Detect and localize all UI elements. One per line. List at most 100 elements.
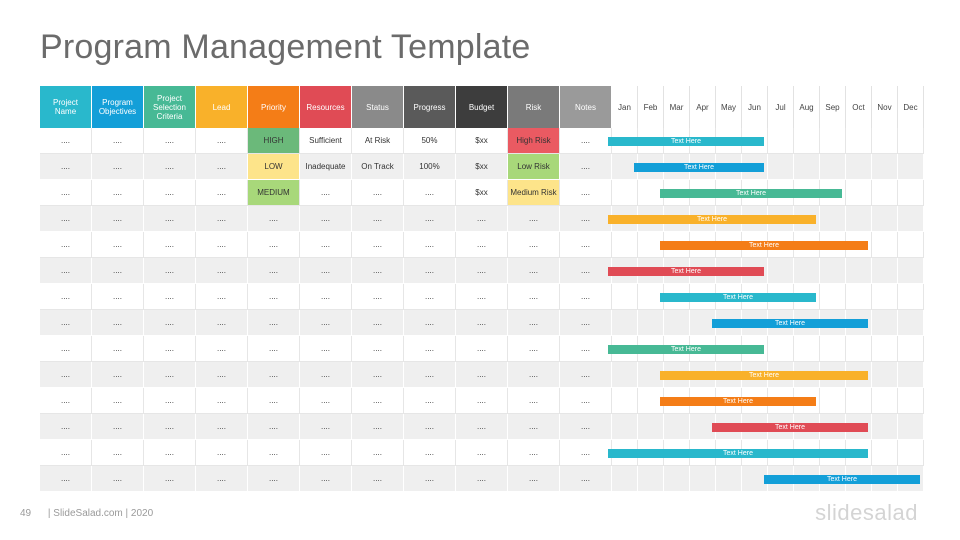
table-cell: .... <box>352 258 404 284</box>
timeline-cell <box>846 258 872 284</box>
table-cell: .... <box>92 336 144 362</box>
timeline-cell <box>742 466 768 492</box>
column-header: Risk <box>508 86 560 128</box>
table-cell: .... <box>248 206 300 232</box>
timeline-cell <box>872 284 898 310</box>
table-cell: Inadequate <box>300 154 352 180</box>
table-cell: .... <box>92 206 144 232</box>
table-cell: .... <box>404 284 456 310</box>
table-cell: .... <box>196 336 248 362</box>
table-cell: .... <box>560 232 612 258</box>
timeline-cell <box>612 388 638 414</box>
table-cell: .... <box>560 128 612 154</box>
table-cell: .... <box>144 388 196 414</box>
timeline-cell <box>742 206 768 232</box>
table-cell: .... <box>352 336 404 362</box>
table-cell: .... <box>508 362 560 388</box>
timeline-cell <box>768 388 794 414</box>
column-header: Program Objectives <box>92 86 144 128</box>
timeline-cell <box>664 310 690 336</box>
timeline-cell <box>846 336 872 362</box>
table-cell: .... <box>300 258 352 284</box>
table-cell: .... <box>196 440 248 466</box>
table-cell: .... <box>300 466 352 492</box>
timeline-cell <box>820 180 846 206</box>
column-header: Notes <box>560 86 612 128</box>
month-header: Aug <box>794 86 820 128</box>
column-header: Project Selection Criteria <box>144 86 196 128</box>
timeline-cell <box>690 362 716 388</box>
table-cell: .... <box>144 336 196 362</box>
table-cell: .... <box>456 336 508 362</box>
table-cell: .... <box>144 310 196 336</box>
timeline-cell <box>638 388 664 414</box>
timeline-cell <box>638 362 664 388</box>
timeline-cell <box>664 258 690 284</box>
table-cell: .... <box>248 466 300 492</box>
timeline-cell <box>872 388 898 414</box>
table-cell: .... <box>248 388 300 414</box>
month-header: Jul <box>768 86 794 128</box>
table-cell: .... <box>196 310 248 336</box>
table-cell: .... <box>456 414 508 440</box>
timeline-cell <box>794 414 820 440</box>
table-cell: .... <box>144 128 196 154</box>
timeline-cell <box>846 310 872 336</box>
table-cell: .... <box>196 388 248 414</box>
timeline-cell <box>742 336 768 362</box>
timeline-cell <box>664 154 690 180</box>
table-cell: .... <box>144 362 196 388</box>
table-cell: .... <box>40 388 92 414</box>
timeline-cell <box>794 206 820 232</box>
table-cell: .... <box>248 440 300 466</box>
priority-badge: LOW <box>248 154 300 180</box>
table-cell: .... <box>560 440 612 466</box>
table-cell: .... <box>300 440 352 466</box>
timeline-cell <box>612 310 638 336</box>
timeline-cell <box>846 466 872 492</box>
timeline-cell <box>690 388 716 414</box>
timeline-cell <box>742 310 768 336</box>
timeline-cell <box>664 362 690 388</box>
table-cell: .... <box>404 206 456 232</box>
table-cell: .... <box>352 232 404 258</box>
timeline-cell <box>742 232 768 258</box>
timeline-cell <box>690 310 716 336</box>
table-cell: .... <box>144 414 196 440</box>
timeline-cell <box>820 336 846 362</box>
timeline-cell <box>820 310 846 336</box>
timeline-cell <box>768 440 794 466</box>
timeline-cell <box>846 128 872 154</box>
timeline-cell <box>638 440 664 466</box>
table-cell: .... <box>508 466 560 492</box>
column-header: Lead <box>196 86 248 128</box>
timeline-cell <box>820 258 846 284</box>
table-cell: .... <box>144 440 196 466</box>
table-cell: .... <box>404 180 456 206</box>
month-header: Mar <box>664 86 690 128</box>
table-cell: .... <box>508 232 560 258</box>
table-cell: .... <box>40 180 92 206</box>
column-header: Progress <box>404 86 456 128</box>
table-cell: 50% <box>404 128 456 154</box>
timeline-cell <box>872 258 898 284</box>
column-header: Budget <box>456 86 508 128</box>
table-cell: $xx <box>456 128 508 154</box>
timeline-cell <box>664 414 690 440</box>
table-cell: .... <box>352 180 404 206</box>
table-cell: .... <box>248 336 300 362</box>
footer: 49 | SlideSalad.com | 2020 <box>20 508 153 519</box>
table-cell: .... <box>560 206 612 232</box>
timeline-cell <box>716 440 742 466</box>
timeline-cell <box>898 388 924 414</box>
table-cell: .... <box>196 466 248 492</box>
timeline-cell <box>638 284 664 310</box>
timeline-cell <box>638 310 664 336</box>
table-cell: .... <box>40 414 92 440</box>
table-cell: .... <box>92 128 144 154</box>
timeline-cell <box>794 284 820 310</box>
table-cell: Sufficient <box>300 128 352 154</box>
timeline-cell <box>716 180 742 206</box>
table-cell: .... <box>300 284 352 310</box>
program-table: Project Name Program Objectives Project Se… <box>40 86 924 492</box>
